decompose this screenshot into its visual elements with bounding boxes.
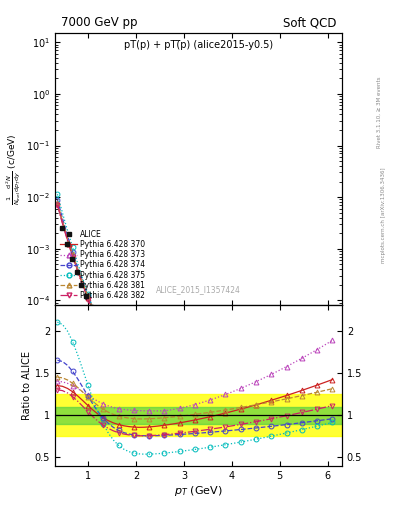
Pythia 6.428 370 [106,340,111,347]
Pythia 6.428 370 [157,416,162,422]
Pythia 6.428 370 [86,295,90,302]
Pythia 6.428 373 [157,412,162,418]
Pythia 6.428 370 [55,201,60,207]
Pythia 6.428 373 [86,293,90,299]
Pythia 6.428 382 [157,419,162,425]
Pythia 6.428 382 [106,343,111,349]
Line: Pythia 6.428 382: Pythia 6.428 382 [55,203,335,512]
Pythia 6.428 374 [157,419,162,425]
Pythia 6.428 375 [157,427,162,433]
Text: Rivet 3.1.10, ≥ 3M events: Rivet 3.1.10, ≥ 3M events [377,77,382,148]
Text: Soft QCD: Soft QCD [283,16,336,29]
Pythia 6.428 381 [157,414,162,420]
Pythia 6.428 382 [121,371,126,377]
Pythia 6.428 375 [86,291,90,297]
Pythia 6.428 373 [55,200,60,206]
Pythia 6.428 374 [106,342,111,348]
Pythia 6.428 373 [106,337,111,343]
Pythia 6.428 374 [86,293,90,299]
X-axis label: $p_T$ (GeV): $p_T$ (GeV) [174,483,223,498]
Bar [55,394,342,436]
Pythia 6.428 375 [121,376,126,382]
Pythia 6.428 373 [121,364,126,370]
Pythia 6.428 374 [121,370,126,376]
Bar [55,407,342,423]
Pythia 6.428 381 [86,293,90,300]
Pythia 6.428 375 [55,191,60,197]
Pythia 6.428 382 [55,202,60,208]
Pythia 6.428 382 [86,297,90,303]
Line: Pythia 6.428 381: Pythia 6.428 381 [55,200,335,512]
Line: Pythia 6.428 370: Pythia 6.428 370 [55,202,335,512]
Y-axis label: $\frac{1}{N_\mathrm{inel}}\frac{\mathrm{d}^2 N}{\mathrm{d}p_T\mathrm{d}y}$ (c/Ge: $\frac{1}{N_\mathrm{inel}}\frac{\mathrm{… [5,134,23,205]
Line: Pythia 6.428 375: Pythia 6.428 375 [55,192,335,512]
Pythia 6.428 381 [55,200,60,206]
Legend: ALICE, Pythia 6.428 370, Pythia 6.428 373, Pythia 6.428 374, Pythia 6.428 375, P: ALICE, Pythia 6.428 370, Pythia 6.428 37… [59,228,147,302]
Line: Pythia 6.428 374: Pythia 6.428 374 [55,197,335,512]
Text: mcplots.cern.ch [arXiv:1306.3436]: mcplots.cern.ch [arXiv:1306.3436] [381,167,386,263]
Text: ALICE_2015_I1357424: ALICE_2015_I1357424 [156,285,241,294]
Line: Pythia 6.428 373: Pythia 6.428 373 [55,201,335,512]
Pythia 6.428 381 [121,366,126,372]
Pythia 6.428 374 [55,197,60,203]
Pythia 6.428 381 [106,338,111,345]
Y-axis label: Ratio to ALICE: Ratio to ALICE [22,351,32,420]
Text: pT(p) + pT(̅p) (alice2015-y0.5): pT(p) + pT(̅p) (alice2015-y0.5) [124,40,273,50]
Pythia 6.428 375 [106,345,111,351]
Pythia 6.428 370 [121,368,126,374]
Text: 7000 GeV pp: 7000 GeV pp [61,16,137,29]
